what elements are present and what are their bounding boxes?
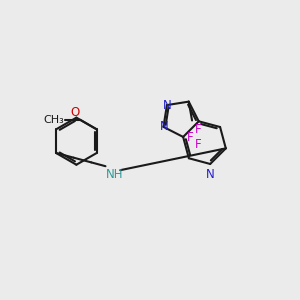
- Text: NH: NH: [106, 168, 124, 181]
- Text: CH₃: CH₃: [44, 115, 64, 125]
- Text: O: O: [70, 106, 80, 118]
- Text: F: F: [195, 138, 202, 151]
- Text: N: N: [160, 120, 168, 133]
- Text: F: F: [195, 123, 202, 136]
- Text: N: N: [206, 167, 214, 181]
- Text: F: F: [186, 131, 193, 144]
- Text: N: N: [163, 99, 172, 112]
